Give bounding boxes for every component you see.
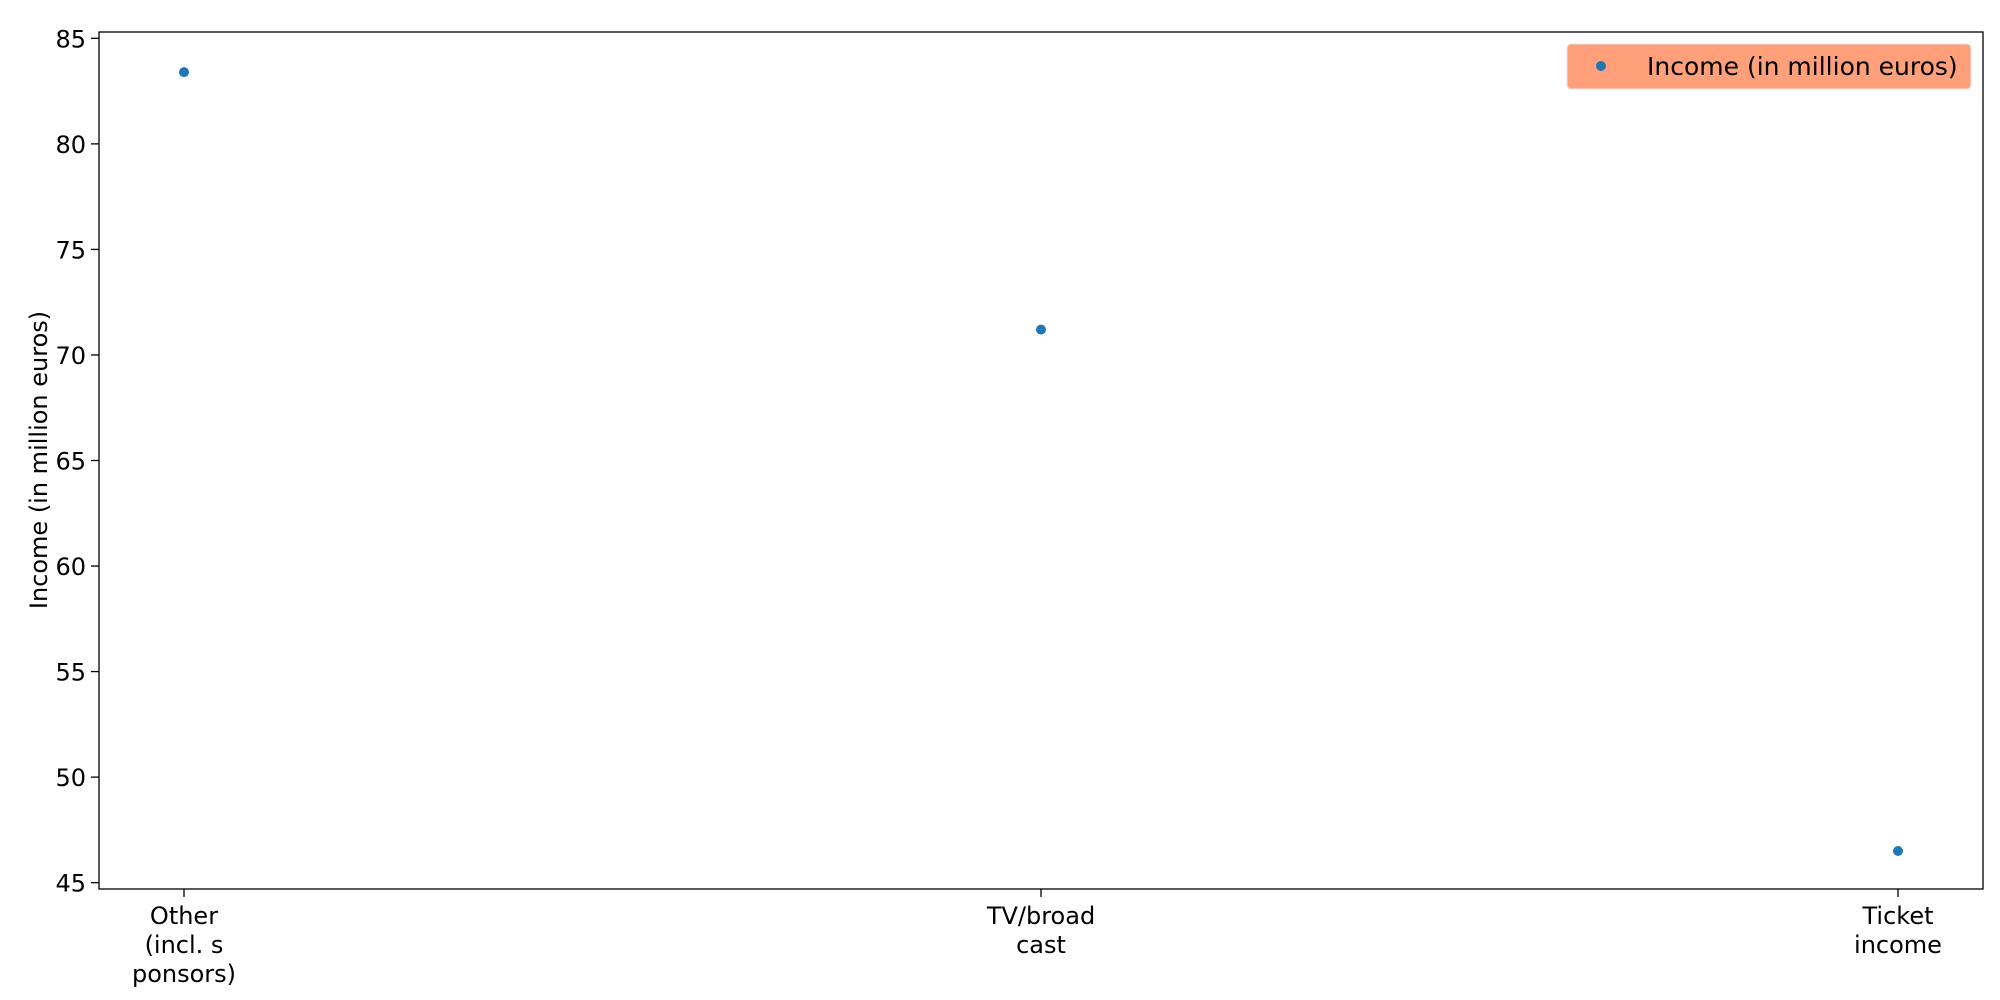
y-tick-label: 75 [55,236,86,264]
legend: Income (in million euros) [1566,43,1972,90]
y-tick-label: 65 [55,448,86,476]
y-axis-title: Income (in million euros) [25,311,53,609]
x-axis-ticks: Other (incl. s ponsors) TV/broad cast Ticket i… [132,889,1942,988]
legend-label: Income (in million euros) [1647,52,1958,81]
y-tick-label: 45 [55,870,86,898]
x-tick-label-line: Ticket [1861,902,1933,930]
y-tick-label: 55 [55,659,86,687]
x-tick-label-line: (incl. s [145,931,224,959]
x-tick-label-line: TV/broad [986,902,1095,930]
legend-marker [1596,61,1606,71]
x-tick-label-line: income [1854,931,1942,959]
data-point [1893,846,1903,857]
x-tick-label: TV/broad cast [986,902,1095,959]
y-tick-label: 70 [55,342,86,370]
plot-area-frame [98,31,1984,890]
data-point [179,67,189,78]
y-tick-label: 85 [55,25,86,53]
y-tick-label: 60 [55,553,86,581]
x-tick-label-line: cast [1016,931,1066,959]
x-tick-label-line: ponsors) [132,960,236,988]
y-axis-ticks: 45 50 55 60 65 70 75 80 85 [55,25,99,898]
y-tick-label: 80 [55,131,86,159]
y-tick-label: 50 [55,764,86,792]
x-tick-label: Other (incl. s ponsors) [132,902,236,988]
scatter-points [179,67,1903,857]
legend-box [1566,43,1972,90]
x-tick-label-line: Other [150,902,218,930]
data-point [1036,324,1046,335]
x-tick-label: Ticket income [1854,902,1942,959]
